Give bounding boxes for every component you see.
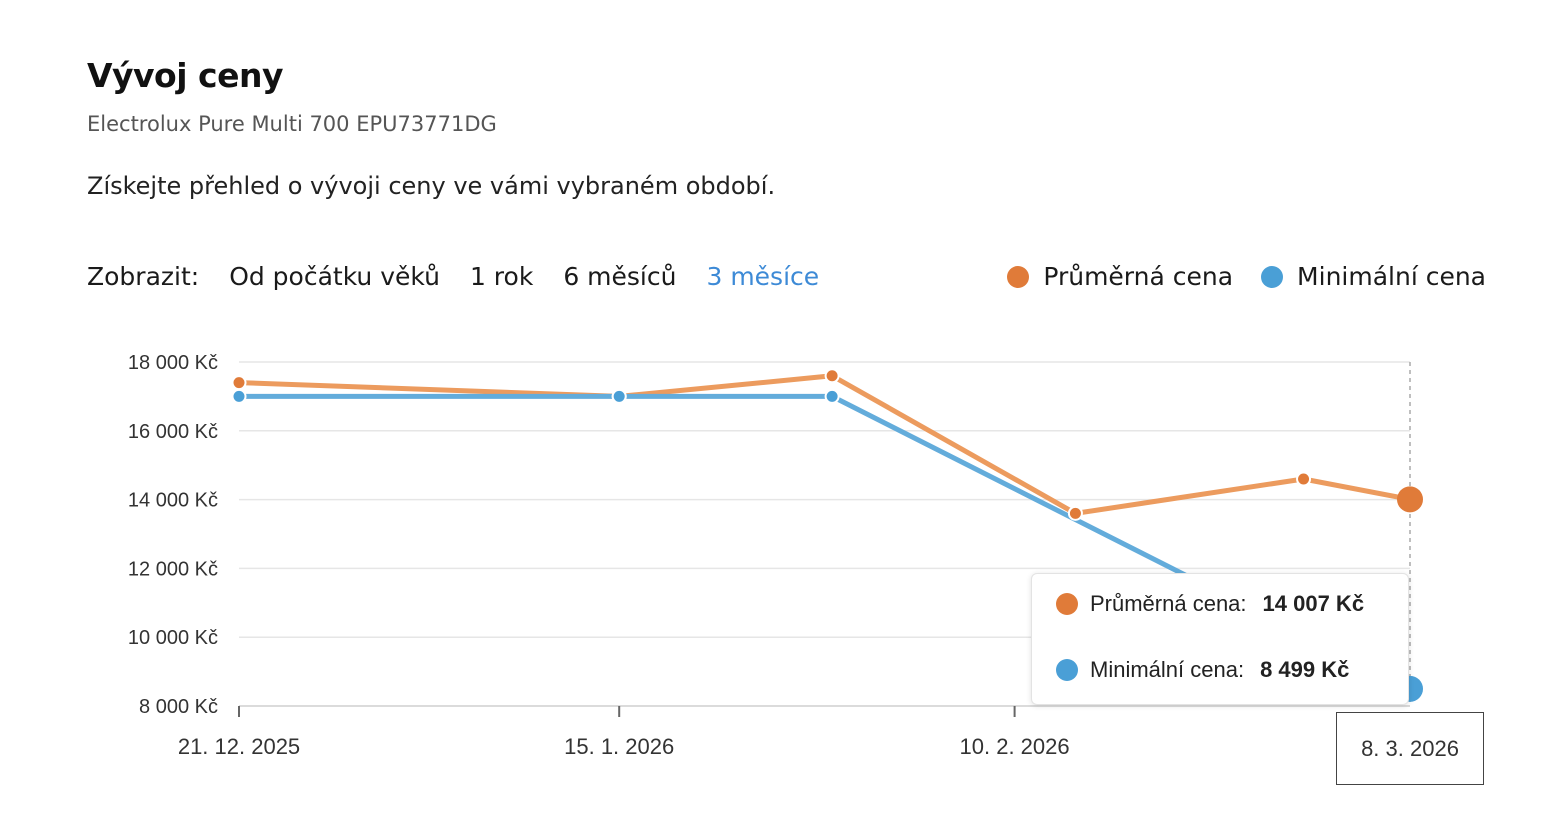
data-point-minimum: [824, 388, 840, 404]
legend-label-minimum: Minimální cena: [1297, 262, 1486, 291]
legend-dot-average: [1007, 265, 1030, 288]
description-text: Získejte přehled o vývoji ceny ve vámi v…: [87, 172, 776, 200]
legend-label-average: Průměrná cena: [1043, 262, 1234, 291]
period-filter-label: Zobrazit:: [87, 262, 200, 291]
data-point-average: [1397, 486, 1423, 513]
x-tick-label: 15. 1. 2026: [564, 734, 674, 759]
y-tick-label: 18 000 Kč: [128, 352, 218, 374]
y-tick-label: 14 000 Kč: [128, 490, 218, 512]
data-point-minimum: [231, 388, 247, 404]
legend-item-average[interactable]: Průměrná cena: [1007, 262, 1233, 291]
data-point-minimum: [611, 388, 627, 404]
series-line-minimum: [239, 393, 1412, 692]
data-point-average: [231, 375, 247, 391]
tooltip-label-minimum: Minimální cena:: [1090, 657, 1245, 682]
data-point-average: [824, 368, 840, 384]
legend-item-minimum[interactable]: Minimální cena: [1261, 262, 1486, 291]
period-option-3-months[interactable]: 3 měsíce: [706, 262, 820, 291]
product-name: Electrolux Pure Multi 700 EPU73771DG: [87, 112, 497, 136]
page-title: Vývoj ceny: [87, 56, 283, 95]
y-tick-label: 16 000 Kč: [128, 421, 218, 443]
tooltip-dot-minimum: [1056, 659, 1078, 681]
tooltip-row-average: Průměrná cena: 14 007 Kč: [1056, 591, 1364, 617]
period-option-1-year[interactable]: 1 rok: [469, 262, 534, 291]
tooltip-dot-average: [1056, 593, 1078, 615]
period-filter: Zobrazit: Od počátku věků 1 rok 6 měsíců…: [87, 262, 849, 291]
data-point-average: [1067, 505, 1083, 521]
tooltip-value-average: 14 007 Kč: [1262, 591, 1365, 616]
y-tick-label: 8 000 Kč: [139, 696, 218, 718]
tooltip-row-minimum: Minimální cena: 8 499 Kč: [1056, 657, 1349, 683]
y-tick-label: 12 000 Kč: [128, 558, 218, 580]
x-tick-label: 21. 12. 2025: [178, 734, 300, 759]
y-tick-label: 10 000 Kč: [128, 627, 218, 649]
tooltip-value-minimum: 8 499 Kč: [1260, 657, 1350, 682]
period-option-all-time[interactable]: Od počátku věků: [229, 262, 440, 291]
legend-dot-minimum: [1261, 265, 1284, 288]
chart-tooltip: Průměrná cena: 14 007 Kč Minimální cena:…: [1031, 573, 1409, 705]
period-option-6-months[interactable]: 6 měsíců: [563, 262, 677, 291]
data-point-average: [1296, 471, 1312, 487]
x-tick-label: 10. 2. 2026: [960, 734, 1070, 759]
chart-legend: Průměrná cena Minimální cena: [979, 262, 1486, 291]
tooltip-label-average: Průměrná cena:: [1090, 591, 1247, 616]
hover-date-label: 8. 3. 2026: [1336, 712, 1484, 785]
